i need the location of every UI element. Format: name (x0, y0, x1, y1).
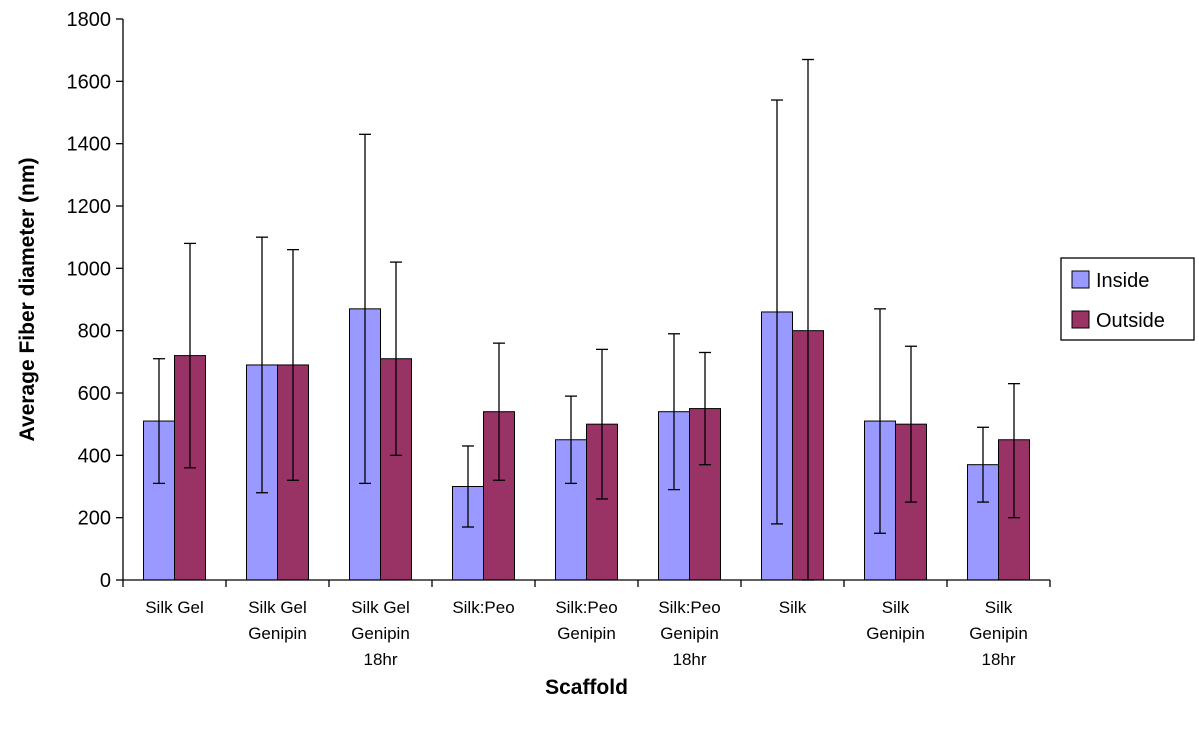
error-bar-inside-8 (977, 426, 989, 503)
x-tick-label: Silk:Peo Genipin (555, 598, 617, 643)
y-tick-label: 1200 (67, 196, 112, 218)
legend-label-inside: Inside (1096, 270, 1149, 292)
y-tick-label: 400 (78, 445, 111, 467)
y-tick-label: 1800 (67, 9, 112, 31)
error-bar-inside-0 (153, 358, 165, 485)
y-tick-label: 200 (78, 508, 111, 530)
y-axis-title: Average Fiber diameter (nm) (16, 158, 39, 442)
error-bar-outside-7 (905, 345, 917, 503)
error-bar-outside-4 (596, 348, 608, 500)
y-tick-label: 1400 (67, 134, 112, 156)
error-bar-outside-1 (287, 248, 299, 481)
x-tick-label: Silk:Peo Genipin 18hr (658, 598, 720, 669)
error-bar-outside-3 (493, 342, 505, 481)
x-tick-label: Silk Genipin (866, 598, 925, 643)
y-tick-label: 1000 (67, 258, 112, 280)
x-tick-label: Silk Gel (145, 598, 204, 617)
x-tick-label: Silk Gel Genipin (248, 598, 307, 643)
y-tick-label: 1600 (67, 71, 112, 93)
error-bar-outside-8 (1008, 382, 1020, 519)
error-bar-outside-0 (184, 242, 196, 469)
x-tick-label: Silk Gel Genipin 18hr (351, 598, 410, 669)
y-tick-label: 800 (78, 321, 111, 343)
legend: Inside Outside (1060, 257, 1195, 341)
plot-area (143, 58, 1030, 581)
legend-label-outside: Outside (1096, 310, 1165, 332)
error-bar-outside-2 (390, 261, 402, 456)
x-axis-title: Scaffold (545, 676, 628, 699)
error-bar-inside-7 (874, 308, 886, 534)
error-bar-inside-1 (256, 236, 268, 494)
error-bar-outside-5 (699, 351, 711, 466)
x-tick-label: Silk (779, 598, 807, 617)
legend-swatch-outside (1071, 310, 1090, 329)
x-tick-label: Silk:Peo (452, 598, 514, 617)
legend-swatch-inside (1071, 270, 1090, 289)
y-tick-label: 0 (100, 570, 111, 592)
error-bar-inside-2 (359, 133, 371, 485)
error-bar-inside-5 (668, 333, 680, 491)
error-bar-inside-3 (462, 445, 474, 528)
error-bar-inside-6 (771, 99, 783, 525)
x-tick-label: Silk Genipin 18hr (969, 598, 1028, 669)
axes: 0 200 400 600 800 1000 1200 1400 1600 1800 Silk Ge… (67, 9, 1051, 669)
error-bar-inside-4 (565, 395, 577, 485)
y-tick-label: 600 (78, 383, 111, 405)
